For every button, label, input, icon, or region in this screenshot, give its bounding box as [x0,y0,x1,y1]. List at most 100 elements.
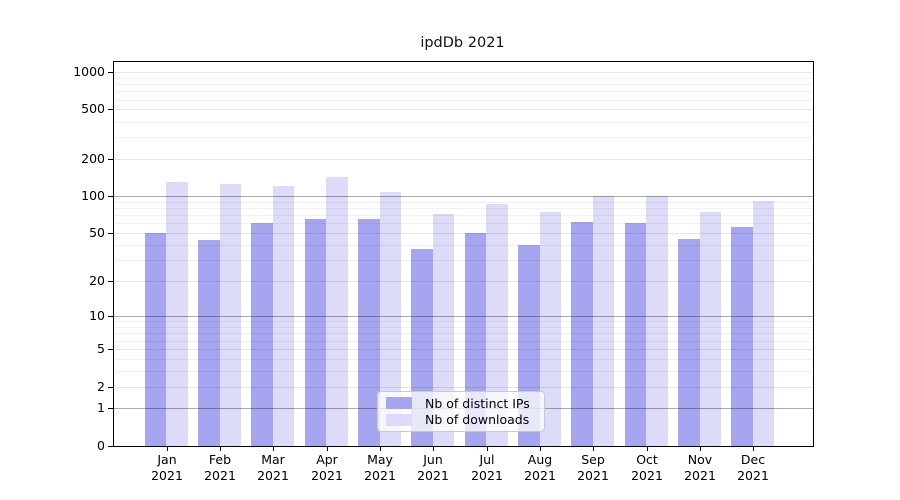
y-tick-mark [108,109,114,110]
bar-downloads-nov [699,212,721,446]
gridline [114,91,813,92]
y-tick-mark [108,233,114,234]
y-tick-mark [108,408,114,409]
bar-downloads-oct [646,196,668,446]
gridline [114,137,813,138]
bar-downloads-sep [592,195,615,446]
bar-downloads-dec [752,200,775,446]
x-tick-mark [753,446,754,451]
gridline [114,281,813,282]
x-tick-label: Jun 2021 [417,452,449,483]
y-tick-label: 500 [81,101,105,116]
legend-swatch-distinct-ips [386,397,412,410]
y-tick-label: 50 [89,225,105,240]
y-tick-label: 20 [89,273,105,288]
gridline [114,321,813,322]
legend-label-distinct-ips: Nb of distinct IPs [425,395,530,411]
x-tick-mark [540,446,541,451]
y-tick-label: 10 [89,308,105,323]
x-tick-mark [487,446,488,451]
x-tick-label: Feb 2021 [204,452,236,483]
y-tick-mark [108,72,114,73]
bar-distinct-ips-oct [624,222,647,446]
gridline [114,122,813,123]
bar-distinct-ips-nov [678,238,700,446]
x-tick-mark [220,446,221,451]
legend: Nb of distinct IPs Nb of downloads [377,391,545,432]
y-tick-label: 1000 [73,64,105,79]
y-tick-label: 200 [81,151,105,166]
gridline [114,208,813,209]
gridline [114,316,813,317]
gridline [114,349,813,350]
gridline [114,215,813,216]
y-tick-mark [108,349,114,350]
y-tick-mark [108,387,114,388]
bar-downloads-feb [219,184,242,446]
legend-item-downloads: Nb of downloads [386,412,536,427]
bar-downloads-jan [166,182,188,446]
gridline [114,387,813,388]
gridline [114,245,813,246]
gridline [114,359,813,360]
x-tick-mark [167,446,168,451]
x-tick-mark [647,446,648,451]
y-tick-label: 0 [97,438,105,453]
y-tick-mark [108,446,114,447]
bar-downloads-jul [486,203,508,446]
bar-downloads-mar [272,186,295,446]
bar-downloads-apr [326,176,348,446]
gridline [114,196,813,197]
bar-distinct-ips-apr [304,219,327,446]
y-tick-label: 1 [97,400,105,415]
gridline [114,333,813,334]
gridline [114,327,813,328]
x-tick-label: Oct 2021 [631,452,663,483]
chart-title: ipdDb 2021 [420,35,505,51]
gridline [114,202,813,203]
x-tick-label: Mar 2021 [257,452,289,483]
gridline [114,109,813,110]
gridline [114,159,813,160]
bar-distinct-ips-dec [731,227,753,446]
legend-label-downloads: Nb of downloads [425,412,530,428]
gridline [114,72,813,73]
x-tick-label: Sep 2021 [577,452,609,483]
y-tick-label: 100 [81,188,105,203]
legend-item-distinct-ips: Nb of distinct IPs [386,396,536,411]
gridline [114,233,813,234]
bar-downloads-may [379,192,402,446]
y-tick-mark [108,281,114,282]
x-tick-label: Dec 2021 [737,452,769,483]
x-tick-mark [433,446,434,451]
y-tick-mark [108,159,114,160]
x-tick-mark [273,446,274,451]
y-tick-mark [108,316,114,317]
x-tick-label: Jul 2021 [471,452,503,483]
bar-distinct-ips-sep [571,221,593,446]
x-tick-mark [380,446,381,451]
x-tick-label: Nov 2021 [684,452,716,483]
x-tick-mark [700,446,701,451]
x-tick-label: Jan 2021 [151,452,183,483]
x-tick-label: Apr 2021 [311,452,343,483]
x-tick-mark [327,446,328,451]
y-tick-mark [108,196,114,197]
x-tick-label: May 2021 [364,452,396,483]
gridline [114,341,813,342]
plot-area [113,61,814,447]
x-tick-mark [593,446,594,451]
gridline [114,371,813,372]
gridline [114,100,813,101]
y-tick-label: 2 [97,379,105,394]
x-tick-label: Aug 2021 [524,452,556,483]
bar-downloads-jun [432,213,455,446]
bar-distinct-ips-feb [198,239,220,446]
bar-distinct-ips-jan [144,233,167,446]
gridline [114,260,813,261]
gridline [114,223,813,224]
bar-downloads-aug [539,211,561,446]
gridline [114,84,813,85]
y-tick-label: 5 [97,341,105,356]
